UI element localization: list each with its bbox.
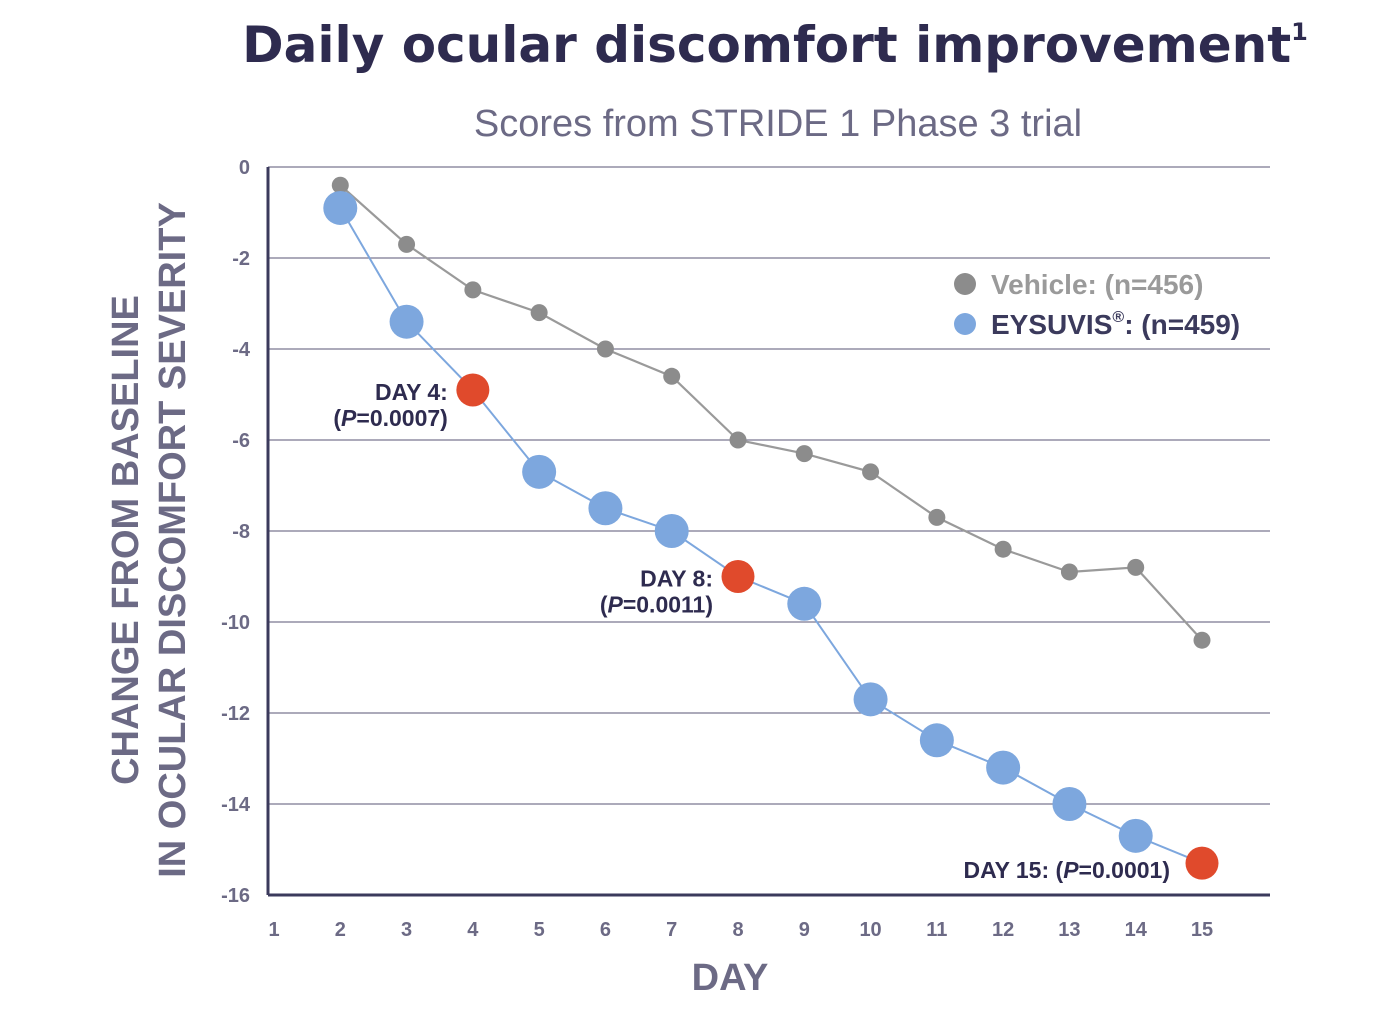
legend-label-vehicle: Vehicle: (n=456) (991, 269, 1203, 300)
x-tick-label: 12 (992, 919, 1014, 941)
x-tick-label: 15 (1191, 919, 1213, 941)
svg-text:DAY 15: (P=0.0001): DAY 15: (P=0.0001) (963, 857, 1170, 883)
y-axis-title-line1: CHANGE FROM BASELINE (105, 295, 147, 785)
x-tick-label: 2 (335, 919, 346, 941)
y-tick-label: -10 (221, 612, 250, 634)
data-point-vehicle (1193, 631, 1211, 649)
legend-marker-vehicle (954, 273, 976, 295)
x-tick-label: 7 (666, 919, 677, 941)
y-tick-label: -12 (221, 703, 250, 725)
series-layer (323, 176, 1219, 880)
data-point-vehicle (464, 281, 482, 299)
title-superscript: 1 (1291, 18, 1308, 46)
data-point-vehicle (994, 540, 1012, 558)
data-point-eysuvis (522, 454, 557, 489)
data-point-vehicle (729, 431, 747, 449)
legend-marker-eysuvis (954, 313, 976, 335)
y-tick-label: 0 (239, 157, 250, 179)
data-point-eysuvis (323, 190, 358, 225)
series-line-vehicle (339, 184, 1203, 641)
data-point-eysuvis (1052, 787, 1087, 821)
legend-label-eysuvis: EYSUVIS®: (n=459) (991, 309, 1240, 340)
x-tick-label: 3 (401, 919, 412, 941)
x-tick-label: 6 (600, 919, 611, 941)
data-point-eysuvis (654, 514, 689, 548)
data-point-eysuvis (389, 304, 424, 339)
annotation-layer: DAY 4:(P=0.0007) DAY 8:(P=0.0011) DAY 15: … (333, 379, 1170, 883)
data-point-eysuvis (919, 723, 954, 758)
x-tick-label: 10 (859, 919, 881, 941)
x-tick-labels: 1 2 3 4 5 6 7 8 9 10 11 12 13 14 15 (268, 919, 1213, 941)
data-point-vehicle (1060, 563, 1078, 581)
data-point-vehicle (795, 445, 813, 463)
x-tick-label: 5 (534, 919, 545, 941)
data-point-eysuvis (721, 560, 755, 593)
data-point-vehicle (398, 235, 416, 253)
y-tick-label: -2 (232, 248, 250, 270)
x-tick-label: 1 (268, 919, 279, 941)
y-tick-label: -14 (221, 794, 251, 816)
annotation-day-4: DAY 4:(P=0.0007) (333, 379, 447, 431)
y-tick-label: -6 (232, 430, 250, 452)
y-tick-label: -4 (232, 339, 251, 361)
x-tick-label: 13 (1058, 919, 1080, 941)
data-point-vehicle (331, 176, 349, 194)
data-point-eysuvis (456, 373, 490, 407)
y-axis-title: CHANGE FROM BASELINE IN OCULAR DISCOMFOR… (105, 202, 194, 878)
x-tick-label: 14 (1125, 919, 1148, 941)
grid-layer (268, 166, 1270, 805)
data-point-vehicle (530, 304, 548, 322)
x-tick-label: 9 (799, 919, 810, 941)
svg-text:DAY 4:: DAY 4: (375, 379, 448, 405)
data-point-vehicle (928, 508, 946, 526)
svg-text:DAY 8:: DAY 8: (640, 566, 713, 592)
data-point-eysuvis (787, 586, 822, 621)
y-tick-label: -8 (232, 521, 250, 543)
data-point-vehicle (862, 463, 880, 481)
axis-layer (266, 167, 1270, 897)
data-point-eysuvis (1185, 846, 1219, 880)
x-axis-title: DAY (692, 957, 769, 999)
legend: Vehicle: (n=456) EYSUVIS®: (n=459) (954, 269, 1240, 340)
chart-subtitle: Scores from STRIDE 1 Phase 3 trial (474, 103, 1082, 145)
svg-text:(P=0.0011): (P=0.0011) (600, 592, 713, 618)
y-tick-label: -16 (221, 885, 250, 907)
y-axis-title-line2: IN OCULAR DISCOMFORT SEVERITY (152, 202, 194, 878)
data-point-eysuvis (986, 750, 1021, 785)
chart-title: Daily ocular discomfort improvement1 (242, 16, 1308, 74)
y-tick-labels: 0 -2 -4 -6 -8 -10 -12 -14 -16 (221, 157, 251, 907)
x-tick-label: 4 (467, 919, 479, 941)
series-line-eysuvis (339, 207, 1203, 865)
annotation-day-15: DAY 15: (P=0.0001) (963, 857, 1170, 883)
data-point-vehicle (596, 340, 614, 358)
annotation-day-8: DAY 8:(P=0.0011) (600, 566, 713, 618)
data-point-vehicle (1127, 558, 1145, 576)
data-point-eysuvis (853, 682, 888, 717)
svg-text:(P=0.0007): (P=0.0007) (333, 405, 447, 431)
x-tick-label: 8 (732, 919, 743, 941)
data-point-eysuvis (588, 491, 623, 526)
data-point-eysuvis (1118, 818, 1153, 853)
data-point-vehicle (663, 367, 681, 385)
x-tick-label: 11 (926, 919, 947, 941)
